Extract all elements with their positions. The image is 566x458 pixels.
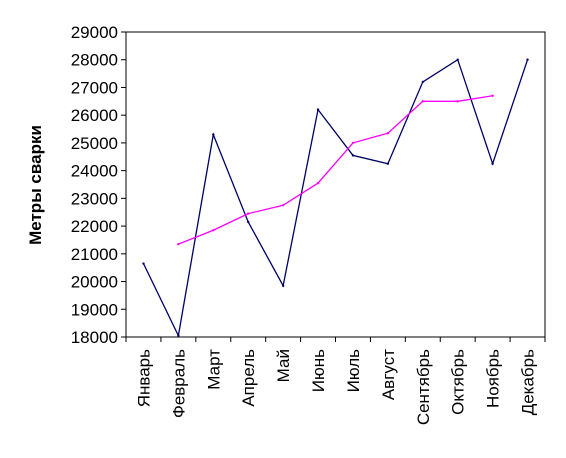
data-point [247, 212, 250, 215]
series-line-actual [142, 58, 529, 338]
x-tick-label: Ноябрь [484, 349, 503, 408]
y-tick-label: 21000 [71, 245, 118, 264]
y-tick-label: 24000 [71, 162, 118, 181]
data-point [177, 242, 180, 246]
data-point [247, 220, 250, 224]
data-point [281, 204, 285, 207]
x-tick-label: Февраль [169, 349, 188, 418]
series-line-trend [178, 95, 493, 245]
data-point [316, 181, 320, 185]
series-layer [142, 58, 529, 338]
y-tick-label: 18000 [71, 328, 118, 347]
x-tick-label: Декабрь [519, 349, 538, 415]
y-tick-label: 29000 [71, 23, 118, 42]
data-point [526, 58, 529, 61]
data-point [212, 229, 215, 232]
data-point [316, 108, 320, 111]
data-point [212, 133, 215, 136]
x-tick-label: Май [274, 349, 293, 382]
y-tick-label: 27000 [71, 78, 118, 97]
data-point [281, 284, 285, 287]
data-point [421, 80, 424, 84]
data-point [456, 58, 459, 61]
y-tick-label: 22000 [71, 217, 118, 236]
data-point [421, 100, 424, 103]
data-point [456, 100, 459, 103]
x-tick-label: Сентябрь [414, 349, 433, 425]
data-point [491, 94, 494, 97]
data-point [491, 162, 494, 165]
plot-area [125, 31, 546, 338]
y-axis: 18000 19000 20000 21000 22000 23000 24000 25000… [71, 23, 126, 347]
data-point [386, 132, 390, 135]
y-tick-label: 25000 [71, 134, 118, 153]
x-tick-label: Октябрь [449, 349, 468, 415]
y-tick-label: 20000 [71, 273, 118, 292]
data-point [351, 141, 355, 145]
x-tick-label: Июнь [309, 349, 328, 392]
x-tick-label: Август [379, 349, 398, 400]
data-point [386, 162, 390, 165]
data-point [351, 154, 355, 157]
x-tick-label: Январь [134, 349, 153, 407]
y-axis-title: Метры сварки [26, 125, 45, 245]
y-tick-label: 19000 [71, 300, 118, 319]
x-tick-label: Июль [344, 349, 363, 393]
y-tick-label: 28000 [71, 51, 118, 70]
x-tick-label: Март [204, 349, 223, 390]
y-tick-label: 23000 [71, 189, 118, 208]
y-tick-label: 26000 [71, 106, 118, 125]
data-point [177, 334, 180, 337]
x-axis: Январь Февраль Март Апрель Май Июнь Июль Август… [125, 337, 546, 425]
data-point [142, 262, 145, 265]
x-tick-label: Апрель [239, 349, 258, 407]
